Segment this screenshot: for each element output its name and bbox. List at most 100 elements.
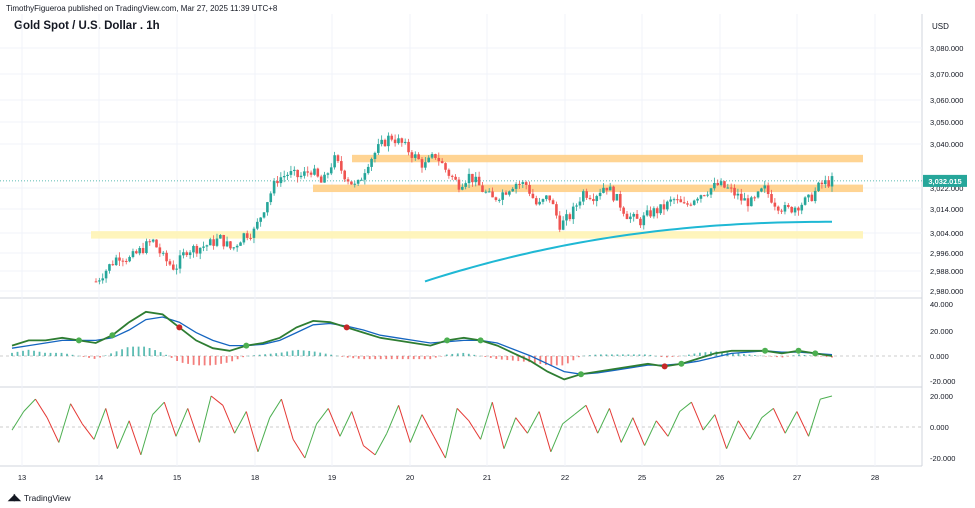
macd-tick-label: -20.000	[930, 377, 955, 386]
candle	[635, 210, 639, 219]
candle-body	[390, 135, 394, 140]
time-tick-label: 14	[95, 473, 103, 482]
macd-cross-dot	[109, 332, 116, 339]
price-tick-label: 3,040.000	[930, 140, 963, 149]
candle	[289, 165, 293, 178]
oscillator-segment	[316, 408, 329, 425]
macd-histogram-bar	[137, 346, 140, 356]
candle-body	[760, 188, 763, 192]
macd-signal-line	[11, 316, 833, 375]
candle-body	[138, 248, 141, 254]
candle	[155, 239, 158, 248]
candle	[568, 212, 572, 222]
candle	[541, 198, 545, 205]
oscillator-tick-label: 0.000	[930, 423, 949, 432]
candle-body	[692, 200, 696, 205]
candle-body	[689, 204, 693, 206]
macd-histogram-bar	[330, 354, 333, 356]
macd-histogram-bar	[346, 356, 349, 358]
candle	[370, 157, 373, 172]
candle	[440, 158, 444, 164]
candle	[329, 163, 333, 176]
candle	[709, 187, 713, 198]
candle	[750, 195, 753, 207]
macd-histogram-bar	[478, 355, 481, 357]
tradingview-brand[interactable]: ◢◣ TradingView	[8, 492, 71, 503]
candle	[366, 163, 370, 175]
macd-histogram-bar	[198, 356, 201, 366]
candle-body	[461, 186, 464, 190]
oscillator-segment	[679, 401, 692, 412]
candle-body	[662, 204, 666, 210]
candle-body	[417, 154, 420, 160]
macd-histogram-bar	[187, 356, 190, 364]
macd-histogram-bar	[418, 356, 421, 360]
candle-body	[171, 264, 175, 270]
macd-histogram-bar	[825, 356, 828, 358]
oscillator-segment	[81, 423, 95, 440]
macd-histogram-bar	[506, 356, 509, 361]
oscillator-segment	[491, 402, 505, 449]
macd-histogram-bar	[803, 354, 806, 356]
macd-histogram-bar	[451, 353, 454, 356]
candle	[783, 201, 787, 215]
macd-histogram-bar	[831, 356, 833, 358]
candle-body	[165, 252, 168, 262]
candle	[682, 196, 686, 204]
candle-body	[131, 251, 135, 258]
candle-body	[504, 192, 508, 195]
oscillator-segment	[515, 417, 528, 434]
macd-cross-dot	[176, 324, 183, 331]
candle	[434, 153, 437, 160]
candle-body	[551, 200, 555, 205]
candle-body	[303, 171, 306, 176]
macd-histogram-bar	[787, 356, 789, 357]
macd-cross-dot	[477, 337, 484, 344]
candle	[582, 189, 585, 206]
price-axis[interactable]: 3,080.000 3,070.000 3,060.000 3,050.000 3,04…	[930, 44, 963, 463]
macd-histogram-bar	[264, 354, 267, 356]
zone-band	[91, 231, 863, 239]
candle-body	[205, 245, 209, 247]
candle	[413, 151, 417, 161]
macd-histogram-bar	[610, 354, 613, 356]
candle-body	[182, 252, 185, 256]
candle-body	[602, 187, 605, 193]
macd-histogram-bar	[407, 356, 410, 360]
oscillator-segment	[187, 408, 200, 443]
candle	[659, 204, 662, 215]
candle-body	[272, 181, 276, 194]
candle-body	[766, 185, 770, 195]
macd-histogram-bar	[38, 351, 41, 356]
candle-body	[608, 186, 612, 191]
candle	[780, 208, 783, 214]
candle	[185, 250, 189, 258]
macd-cross-dot	[343, 324, 350, 331]
candle	[232, 247, 236, 251]
candle-body	[528, 184, 531, 194]
last-price-badge: 3,032.015	[923, 174, 967, 187]
candle-body	[326, 173, 330, 175]
macd-histogram-bar	[671, 356, 674, 357]
macd-histogram-bar	[165, 354, 167, 356]
candle-body	[98, 280, 101, 282]
macd-histogram-bar	[357, 356, 360, 359]
currency-label[interactable]: USD	[932, 22, 949, 31]
oscillator-segment	[11, 411, 25, 431]
oscillator-segment	[808, 398, 821, 437]
oscillator-segment	[632, 417, 646, 446]
macd-histogram-bar	[748, 354, 751, 356]
candle-body	[266, 202, 269, 213]
candle-body	[649, 210, 652, 217]
candle-body	[770, 194, 773, 203]
oscillator-segment	[116, 420, 130, 449]
candle-body	[279, 177, 283, 184]
candle	[558, 211, 562, 233]
oscillator-segment	[714, 414, 728, 449]
candle	[575, 203, 578, 212]
candle	[286, 172, 289, 180]
candle-body	[487, 191, 491, 193]
time-axis[interactable]: 13 14 15 18 19 20 21 22 25 26 27 28	[18, 473, 879, 482]
candle	[272, 178, 276, 196]
